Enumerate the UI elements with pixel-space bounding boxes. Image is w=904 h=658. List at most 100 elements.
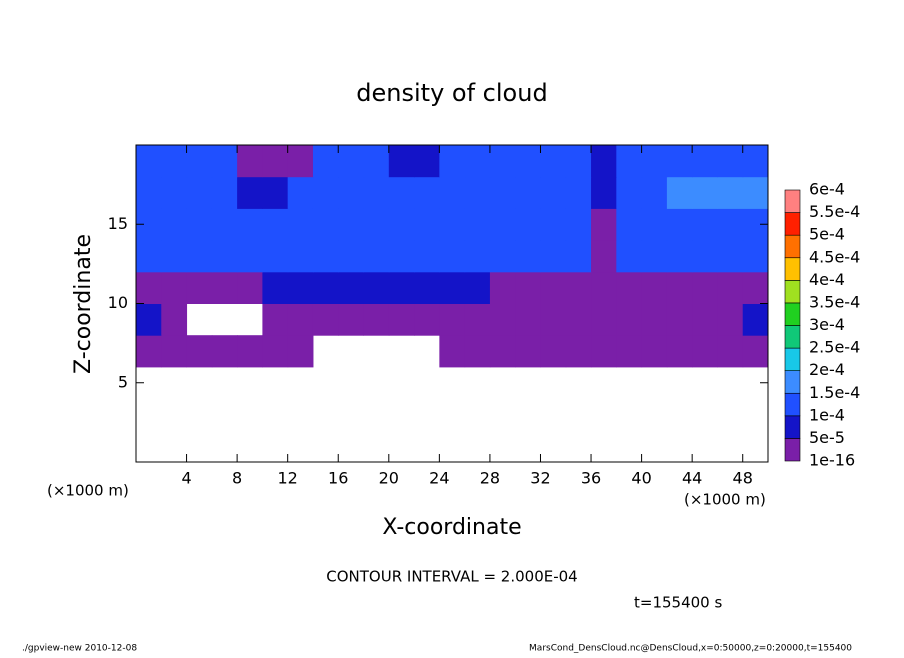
cell xyxy=(641,208,668,241)
cell xyxy=(692,303,718,336)
cell xyxy=(489,208,516,241)
cell xyxy=(439,240,466,273)
cell xyxy=(489,271,516,304)
cell xyxy=(464,303,491,336)
cell xyxy=(666,176,693,209)
cell xyxy=(414,271,440,304)
x-axis-label: X-coordinate xyxy=(382,515,521,540)
cell xyxy=(363,145,390,178)
cell xyxy=(515,303,541,336)
x-unit-label: (×1000 m) xyxy=(684,491,766,509)
cell xyxy=(717,176,744,209)
cell xyxy=(388,303,415,336)
y-axis-label: Z-coordinate xyxy=(71,234,96,374)
x-tick-label: 48 xyxy=(733,469,753,488)
cell xyxy=(641,271,668,304)
cell xyxy=(287,176,314,209)
cell xyxy=(186,271,213,304)
x-tick-label: 40 xyxy=(631,469,651,488)
cell xyxy=(262,176,289,209)
cell xyxy=(692,335,718,368)
cell xyxy=(414,145,440,178)
cell xyxy=(489,176,516,209)
cell xyxy=(237,335,263,368)
cell xyxy=(692,176,718,209)
colorbar-swatch xyxy=(784,370,801,394)
x-tick-label: 16 xyxy=(328,469,348,488)
cell xyxy=(237,145,263,178)
colorbar-swatch xyxy=(784,234,801,259)
cell xyxy=(161,145,188,178)
cell xyxy=(565,335,592,368)
cell xyxy=(439,208,466,241)
cell xyxy=(666,335,693,368)
cell xyxy=(616,271,643,304)
cell xyxy=(540,208,567,241)
cell xyxy=(565,176,592,209)
cell xyxy=(439,303,466,336)
cell xyxy=(262,303,289,336)
colorbar-swatch xyxy=(784,325,801,349)
cell xyxy=(262,208,289,241)
cell xyxy=(717,303,744,336)
cell xyxy=(742,271,769,304)
cell xyxy=(287,208,314,241)
cell xyxy=(464,271,491,304)
cell xyxy=(565,145,592,178)
cell xyxy=(565,240,592,273)
cell xyxy=(565,303,592,336)
cell xyxy=(666,240,693,273)
cell xyxy=(338,145,365,178)
x-tick-label: 28 xyxy=(480,469,500,488)
cell xyxy=(136,271,162,304)
cell xyxy=(717,208,744,241)
cell xyxy=(540,335,567,368)
cell xyxy=(136,176,162,209)
cell xyxy=(439,271,466,304)
cell xyxy=(489,240,516,273)
cell xyxy=(692,271,718,304)
x-tick-label: 4 xyxy=(181,469,191,488)
cell xyxy=(211,335,238,368)
x-tick-label: 12 xyxy=(278,469,298,488)
cell xyxy=(616,240,643,273)
cell xyxy=(161,303,188,336)
cell xyxy=(363,208,390,241)
cell xyxy=(641,240,668,273)
cell xyxy=(363,176,390,209)
cell xyxy=(312,176,339,209)
cell xyxy=(591,335,617,368)
cell xyxy=(388,240,415,273)
cell xyxy=(262,335,289,368)
colorbar-swatch xyxy=(784,438,801,462)
colorbar-swatch xyxy=(784,415,801,439)
cell xyxy=(692,240,718,273)
cell xyxy=(161,335,188,368)
cell xyxy=(237,176,263,209)
cell xyxy=(161,240,188,273)
cell xyxy=(742,303,769,336)
cell xyxy=(388,145,415,178)
cell xyxy=(338,271,365,304)
cell xyxy=(489,335,516,368)
cell xyxy=(439,335,466,368)
colorbar-swatch xyxy=(784,189,801,213)
cell xyxy=(136,335,162,368)
cell xyxy=(616,145,643,178)
cell xyxy=(591,208,617,241)
colorbar-label: 1.5e-4 xyxy=(809,383,860,402)
y-tick-label: 15 xyxy=(108,214,128,233)
cell xyxy=(565,208,592,241)
cell xyxy=(464,145,491,178)
cell xyxy=(338,303,365,336)
colorbar-label: 3e-4 xyxy=(809,315,845,334)
cell xyxy=(692,145,718,178)
cell xyxy=(211,176,238,209)
cell xyxy=(211,271,238,304)
colorbar-label: 2e-4 xyxy=(809,360,845,379)
cell xyxy=(388,208,415,241)
cell xyxy=(464,176,491,209)
cell xyxy=(591,240,617,273)
cell xyxy=(742,176,769,209)
cell xyxy=(287,303,314,336)
